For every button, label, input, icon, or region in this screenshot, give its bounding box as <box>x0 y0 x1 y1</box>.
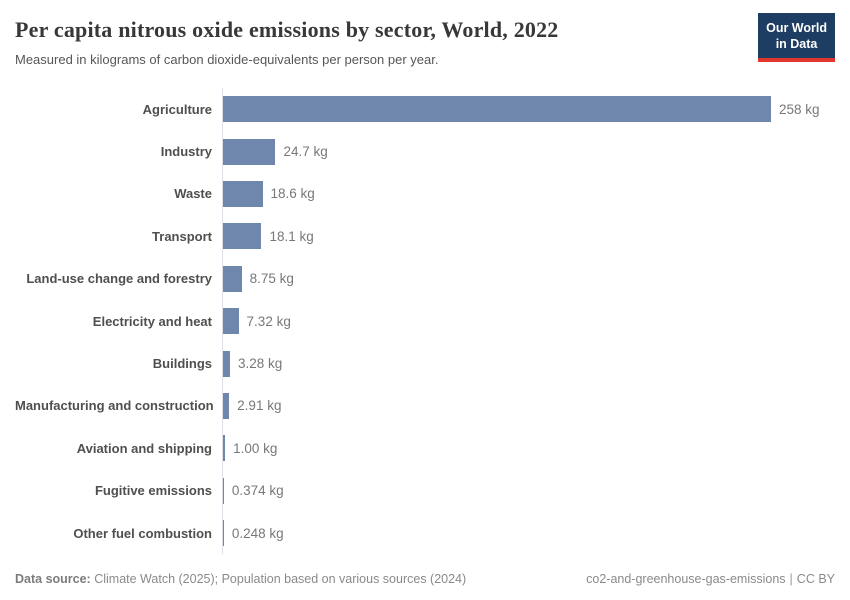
value-label: 8.75 kg <box>249 271 294 287</box>
plot-area: 18.6 kg <box>222 172 835 216</box>
bar[interactable] <box>223 180 263 207</box>
bar[interactable] <box>223 477 224 504</box>
bar[interactable] <box>223 350 230 377</box>
value-label: 258 kg <box>779 101 820 117</box>
plot-area: 7.32 kg <box>222 299 835 343</box>
chart-row[interactable]: Fugitive emissions 0.374 kg <box>15 469 835 512</box>
category-label: Agriculture <box>142 101 212 117</box>
value-label: 7.32 kg <box>246 313 291 329</box>
chart-row[interactable]: Manufacturing and construction 2.91 kg <box>15 384 835 428</box>
plot-area: 8.75 kg <box>222 257 835 300</box>
value-label: 24.7 kg <box>283 144 328 160</box>
category-label: Electricity and heat <box>92 313 212 329</box>
category-label: Buildings <box>152 356 212 372</box>
bar[interactable] <box>223 435 226 462</box>
bar[interactable] <box>223 392 230 419</box>
plot-area: 24.7 kg <box>222 130 835 173</box>
category-label: Aviation and shipping <box>76 440 212 456</box>
bar[interactable] <box>223 223 262 250</box>
plot-area: 2.91 kg <box>222 384 835 428</box>
plot-area: 0.374 kg <box>222 469 835 512</box>
chart-row[interactable]: Electricity and heat 7.32 kg <box>15 299 835 343</box>
data-source: Data source: Climate Watch (2025); Popul… <box>15 572 466 586</box>
value-label: 2.91 kg <box>237 398 282 414</box>
bar[interactable] <box>223 308 239 335</box>
chart-row[interactable]: Transport 18.1 kg <box>15 215 835 258</box>
value-label: 0.374 kg <box>231 483 284 499</box>
value-label: 0.248 kg <box>231 525 284 541</box>
value-label: 1.00 kg <box>233 440 278 456</box>
chart-row[interactable]: Waste 18.6 kg <box>15 172 835 216</box>
category-label: Waste <box>174 186 212 202</box>
chart-row[interactable]: Land-use change and forestry 8.75 kg <box>15 257 835 300</box>
plot-area: 18.1 kg <box>222 215 835 258</box>
value-label: 3.28 kg <box>237 356 283 372</box>
plot-area: 0.248 kg <box>222 511 835 555</box>
category-label: Fugitive emissions <box>94 483 212 499</box>
plot-area: 258 kg <box>222 88 835 131</box>
title-block: Per capita nitrous oxide emissions by se… <box>15 13 559 67</box>
owid-logo-line1: Our World <box>766 21 827 35</box>
data-source-label: Data source: <box>15 572 91 586</box>
chart-row[interactable]: Other fuel combustion 0.248 kg <box>15 511 835 555</box>
value-label: 18.1 kg <box>269 228 314 244</box>
category-label: Other fuel combustion <box>73 525 212 541</box>
bar[interactable] <box>223 520 224 547</box>
bar-chart: Agriculture 258 kg Industry 24.7 kg Waste 18.… <box>15 88 835 555</box>
plot-area: 3.28 kg <box>222 342 835 385</box>
slug-link[interactable]: co2-and-greenhouse-gas-emissions <box>586 572 786 586</box>
bar[interactable] <box>223 138 276 165</box>
chart-row[interactable]: Industry 24.7 kg <box>15 130 835 173</box>
chart-header: Per capita nitrous oxide emissions by se… <box>15 13 835 67</box>
data-source-text[interactable]: Climate Watch (2025); Population based o… <box>94 572 467 586</box>
footer-links: co2-and-greenhouse-gas-emissions | CC BY <box>586 572 835 586</box>
chart-row[interactable]: Agriculture 258 kg <box>15 88 835 131</box>
category-label: Manufacturing and construction <box>15 398 214 414</box>
owid-logo[interactable]: Our World in Data <box>758 13 835 62</box>
license-link[interactable]: CC BY <box>796 572 835 586</box>
chart-row[interactable]: Buildings 3.28 kg <box>15 342 835 385</box>
page-title: Per capita nitrous oxide emissions by se… <box>15 17 559 42</box>
chart-row[interactable]: Aviation and shipping 1.00 kg <box>15 427 835 470</box>
owid-logo-line2: in Data <box>775 37 818 52</box>
value-label: 18.6 kg <box>270 186 315 202</box>
page-subtitle: Measured in kilograms of carbon dioxide-… <box>15 52 439 67</box>
category-label: Transport <box>152 228 212 244</box>
category-label: Land-use change and forestry <box>26 271 212 287</box>
plot-area: 1.00 kg <box>222 427 835 470</box>
bar[interactable] <box>223 265 242 292</box>
bar[interactable] <box>223 96 771 123</box>
category-label: Industry <box>160 144 212 160</box>
footer-separator: | <box>789 572 793 586</box>
chart-footer: Data source: Climate Watch (2025); Popul… <box>15 572 835 586</box>
